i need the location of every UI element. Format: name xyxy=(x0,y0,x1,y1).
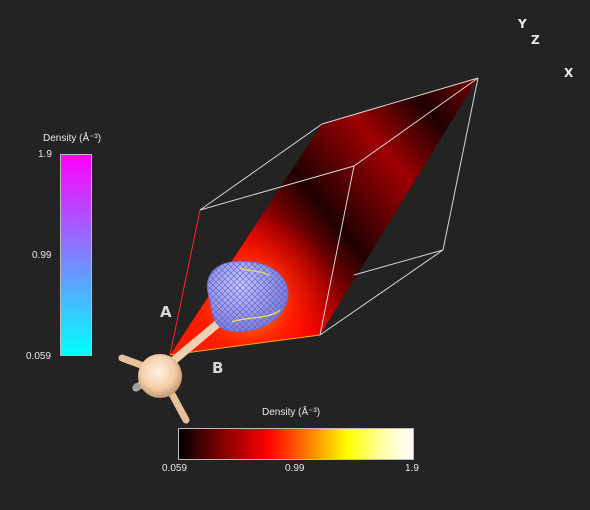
isosurface[interactable] xyxy=(206,260,289,333)
cell-edge-b xyxy=(169,334,321,356)
bounding-box xyxy=(199,77,479,336)
axis-z-label: Z xyxy=(531,33,540,47)
colorbar-vertical-min: 0.059 xyxy=(26,351,52,362)
atom-label-b: B xyxy=(212,359,224,377)
colorbar-horizontal xyxy=(178,428,414,460)
bond-stub xyxy=(133,383,141,391)
colorbar-horizontal-mid: 0.99 xyxy=(285,463,305,474)
axis-x-label: X xyxy=(564,66,574,80)
colorbar-horizontal-max: 1.9 xyxy=(405,463,419,474)
colorbar-horizontal-title: Density (Å⁻³) xyxy=(262,407,321,418)
atom-label-a: A xyxy=(160,303,172,321)
colorbar-vertical-max: 1.9 xyxy=(38,149,52,160)
colorbar-horizontal-min: 0.059 xyxy=(162,463,188,474)
colorbar-vertical-title: Density (Å⁻³) xyxy=(43,133,102,144)
colorbar-vertical-mid: 0.99 xyxy=(32,250,52,261)
axis-y-label: Y xyxy=(518,17,527,31)
cell-edge-a xyxy=(169,209,201,356)
atom-sphere[interactable] xyxy=(138,354,182,398)
colorbar-vertical xyxy=(60,154,92,356)
